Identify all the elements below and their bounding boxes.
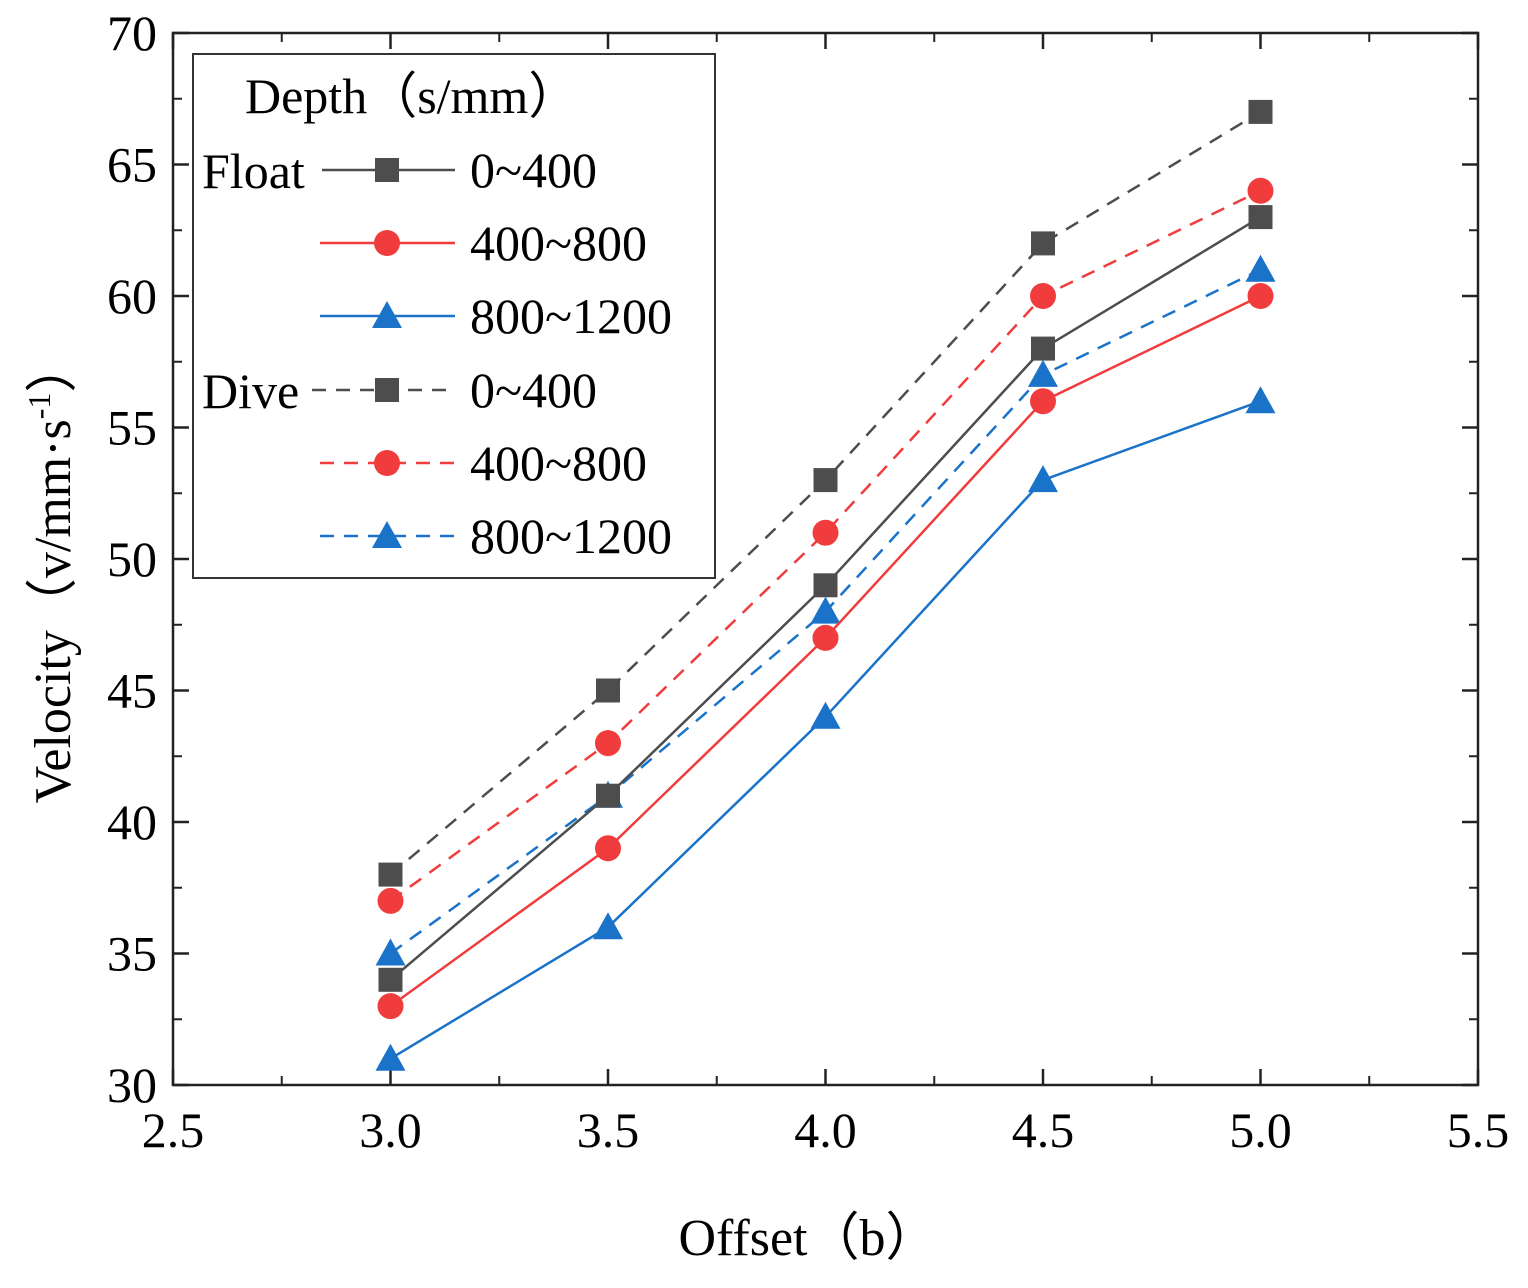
legend-label-float-400-800: 400~800: [470, 215, 647, 271]
data-point-dive-0-400: [596, 678, 620, 703]
axes: 2.5 3.0 3.5 4.0 4.5 5.0 5.5 30 35 40 45 50 55 60 65 70: [107, 5, 1509, 1158]
data-point-dive-800-1200: [1245, 254, 1276, 282]
data-point-float-800-1200: [810, 701, 841, 729]
data-point-dive-800-1200: [810, 596, 841, 624]
legend-group-float: Float: [202, 143, 305, 199]
x-tick-label: 5.5: [1447, 1102, 1510, 1158]
y-tick-label: 65: [107, 137, 157, 193]
y-tick-label: 60: [107, 268, 157, 324]
data-point-float-0-400: [378, 967, 403, 992]
y-axis-title-group: Velocity（v/mm·s-1）: [21, 341, 82, 804]
y-axis-title-close: ）: [25, 341, 82, 393]
data-point-float-0-400: [1248, 205, 1273, 230]
data-point-float-400-800: [1030, 388, 1056, 415]
x-tick-label: 4.0: [794, 1102, 857, 1158]
data-point-float-400-800: [1247, 283, 1274, 309]
legend-label-float-0-400: 0~400: [470, 142, 597, 198]
y-tick-label: 35: [107, 926, 157, 982]
data-point-dive-400-800: [1030, 283, 1056, 309]
data-point-float-800-1200: [1245, 386, 1276, 414]
y-tick-label: 45: [107, 663, 157, 719]
data-point-dive-400-800: [1247, 177, 1274, 204]
series-float-800-1200: [375, 386, 1276, 1071]
legend-marker-dive-0-400: [375, 378, 399, 402]
data-point-float-0-400: [1031, 336, 1055, 361]
x-tick-label: 2.5: [142, 1102, 205, 1158]
legend-label-dive-800-1200: 800~1200: [470, 508, 672, 564]
data-point-dive-400-800: [595, 730, 621, 757]
data-point-dive-0-400: [813, 468, 838, 493]
y-axis-title-main: Velocity（v/mm·s: [25, 419, 82, 803]
series-dive-800-1200: [375, 254, 1276, 966]
y-tick-label: 30: [107, 1057, 157, 1113]
data-point-dive-400-800: [812, 519, 839, 546]
legend-marker-float-800-1200: [372, 301, 402, 328]
legend-marker-dive-400-800: [374, 450, 400, 476]
data-point-float-400-800: [812, 624, 839, 651]
series-line-dive-400-800: [389, 189, 1262, 902]
data-point-dive-0-400: [378, 862, 403, 887]
series-dive-0-400: [378, 99, 1273, 887]
legend-group-dive: Dive: [202, 363, 299, 419]
legend-title: Depth（s/mm）: [245, 68, 578, 124]
series-dive-400-800: [377, 177, 1274, 914]
y-tick-label: 70: [107, 5, 157, 61]
data-point-float-400-800: [377, 993, 404, 1020]
data-point-float-800-1200: [1028, 465, 1058, 493]
data-point-float-800-1200: [593, 912, 623, 940]
series-float-400-800: [377, 283, 1274, 1020]
y-tick-label: 55: [107, 400, 157, 456]
legend-label-dive-0-400: 0~400: [470, 362, 597, 418]
data-point-dive-800-1200: [1028, 359, 1058, 387]
x-tick-label: 3.0: [359, 1102, 422, 1158]
x-axis-title: Offset（b）: [678, 1210, 937, 1267]
data-point-float-400-800: [595, 835, 621, 862]
legend-marker-dive-800-1200: [372, 521, 402, 548]
legend-label-dive-400-800: 400~800: [470, 435, 647, 491]
y-axis-title-superscript: -1: [21, 393, 57, 420]
x-tick-label: 5.0: [1229, 1102, 1292, 1158]
data-point-dive-0-400: [1031, 231, 1055, 256]
legend-marker-float-0-400: [375, 158, 399, 182]
data-point-float-0-400: [596, 783, 620, 808]
data-point-dive-800-1200: [375, 938, 406, 966]
series-float-0-400: [378, 205, 1273, 992]
legend-label-float-800-1200: 800~1200: [470, 288, 672, 344]
series-group: [375, 99, 1276, 1071]
legend-marker-float-400-800: [374, 230, 400, 256]
y-axis-title: Velocity（v/mm·s-1）: [21, 341, 82, 804]
legend-entries: 0~400 400~800 800~1200 0~400 400~800 800~1200: [312, 142, 672, 564]
data-point-dive-0-400: [1248, 99, 1273, 124]
x-tick-label: 4.5: [1012, 1102, 1075, 1158]
data-point-dive-400-800: [377, 887, 404, 914]
y-tick-label: 40: [107, 794, 157, 850]
legend: Depth（s/mm） Float Dive 0~400 400~800 800~1…: [192, 53, 716, 579]
data-point-float-800-1200: [375, 1043, 406, 1071]
data-point-float-0-400: [813, 573, 838, 598]
x-tick-label: 3.5: [577, 1102, 640, 1158]
y-tick-label: 50: [107, 531, 157, 587]
